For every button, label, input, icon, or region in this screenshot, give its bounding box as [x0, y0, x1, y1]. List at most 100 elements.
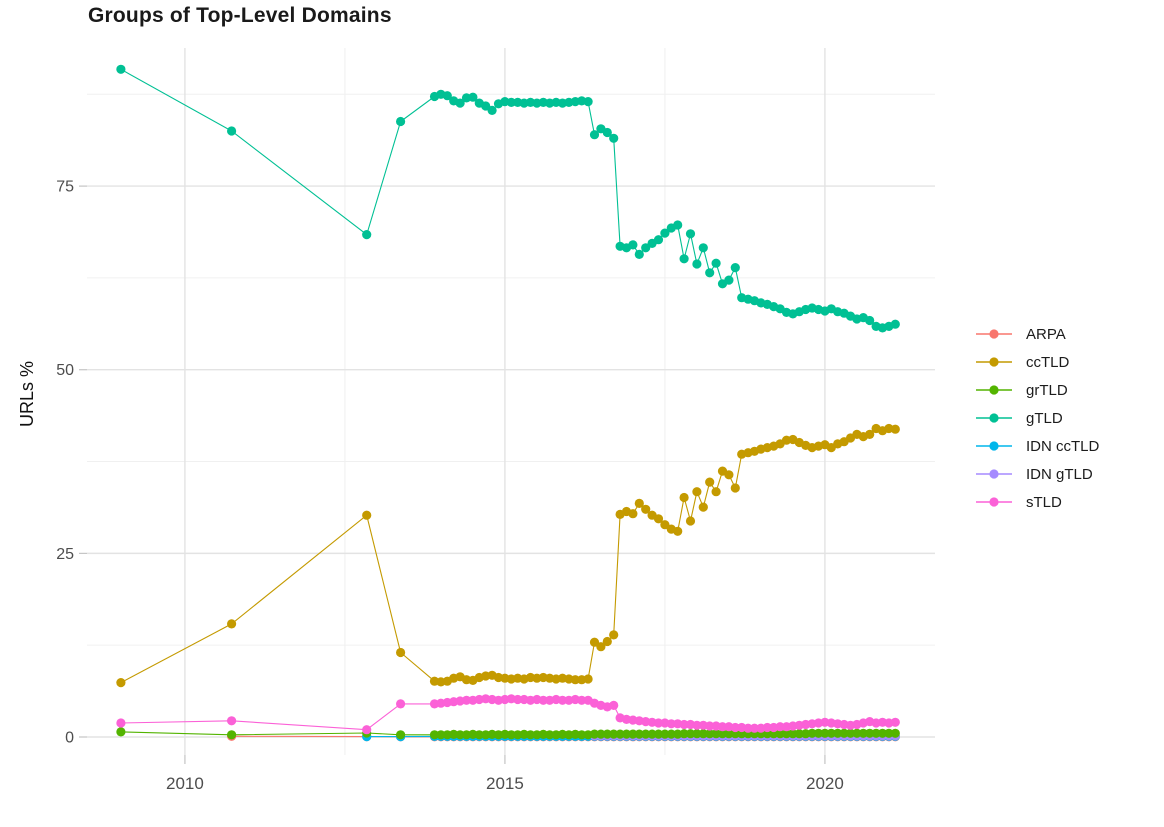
data-point: [692, 720, 702, 730]
y-tick-label: 25: [56, 546, 74, 563]
data-point: [506, 97, 516, 107]
data-point: [890, 728, 900, 738]
data-point: [839, 728, 849, 738]
legend-key-icon: [976, 385, 1012, 395]
data-point: [826, 728, 836, 738]
data-point: [227, 126, 237, 136]
data-point: [116, 64, 126, 74]
y-tick-label: 75: [56, 179, 74, 196]
data-point: [396, 699, 406, 709]
data-point: [679, 254, 689, 264]
data-point: [705, 729, 715, 739]
data-point: [396, 647, 406, 658]
legend-key-icon: [976, 413, 1012, 423]
data-point: [762, 722, 772, 733]
data-point: [116, 727, 126, 737]
data-point: [724, 729, 734, 739]
data-point: [679, 492, 689, 503]
chart-title: Groups of Top-Level Domains: [88, 4, 392, 27]
data-point: [621, 729, 632, 739]
data-point: [609, 133, 619, 143]
data-point: [711, 258, 721, 268]
x-tick-label: 2015: [486, 774, 524, 793]
data-point: [781, 729, 792, 739]
data-point: [442, 91, 452, 101]
data-point: [609, 630, 619, 640]
data-point: [711, 487, 721, 497]
data-point: [685, 516, 696, 526]
data-point: [653, 718, 664, 728]
data-point: [884, 728, 894, 738]
legend-label: IDN ccTLD: [1026, 437, 1100, 455]
legend-item-gtld: gTLD: [976, 404, 1099, 432]
data-point: [852, 728, 862, 738]
data-point: [698, 243, 708, 253]
data-point: [227, 716, 237, 726]
data-point: [609, 729, 619, 739]
data-point: [641, 243, 651, 253]
data-point: [833, 728, 843, 738]
legend-item-idn-gtld: IDN gTLD: [976, 460, 1099, 488]
data-point: [743, 723, 753, 733]
data-point: [724, 275, 734, 285]
data-point: [775, 722, 785, 732]
data-point: [698, 502, 708, 512]
data-point: [634, 249, 644, 259]
data-point: [583, 674, 593, 684]
legend-key-icon: [976, 469, 1012, 479]
data-point: [788, 729, 798, 739]
data-point: [538, 695, 548, 705]
data-point: [660, 228, 670, 238]
x-tick-label: 2020: [806, 774, 844, 793]
data-point: [775, 729, 785, 739]
data-point: [525, 730, 536, 740]
data-point: [820, 728, 830, 738]
data-point: [641, 504, 651, 514]
data-point: [116, 718, 126, 728]
data-point: [396, 116, 406, 127]
data-point: [429, 730, 440, 740]
data-point: [653, 514, 664, 524]
data-point: [577, 695, 587, 705]
data-point: [116, 678, 126, 688]
data-point: [647, 729, 657, 739]
data-point: [794, 729, 804, 739]
data-point: [596, 729, 606, 739]
data-point: [845, 728, 856, 738]
data-point: [362, 725, 372, 735]
legend-label: IDN gTLD: [1026, 465, 1093, 483]
data-point: [666, 719, 676, 729]
data-point: [468, 92, 478, 102]
data-point: [730, 722, 740, 733]
data-point: [877, 728, 888, 738]
data-point: [692, 259, 702, 269]
data-point: [227, 619, 237, 629]
data-point: [666, 729, 676, 739]
data-point: [871, 728, 881, 738]
data-point: [724, 470, 734, 480]
data-point: [227, 730, 237, 740]
data-point: [679, 719, 689, 730]
legend-key-icon: [976, 441, 1012, 451]
legend-label: ccTLD: [1026, 353, 1070, 371]
data-point: [749, 723, 760, 733]
data-point: [602, 127, 612, 138]
data-point: [577, 730, 587, 740]
data-point: [653, 235, 664, 245]
data-point: [589, 729, 600, 739]
data-point: [641, 729, 651, 739]
data-point: [660, 520, 670, 530]
legend-key-icon: [976, 357, 1012, 367]
data-point: [890, 319, 900, 329]
data-point: [628, 240, 638, 250]
series-line-cctld: [120, 427, 896, 684]
data-point: [865, 315, 875, 326]
data-point: [705, 477, 715, 487]
legend-label: ARPA: [1026, 325, 1066, 343]
data-point: [362, 230, 372, 240]
data-point: [711, 729, 721, 739]
series-line-gtld: [120, 68, 896, 329]
data-point: [487, 105, 497, 115]
